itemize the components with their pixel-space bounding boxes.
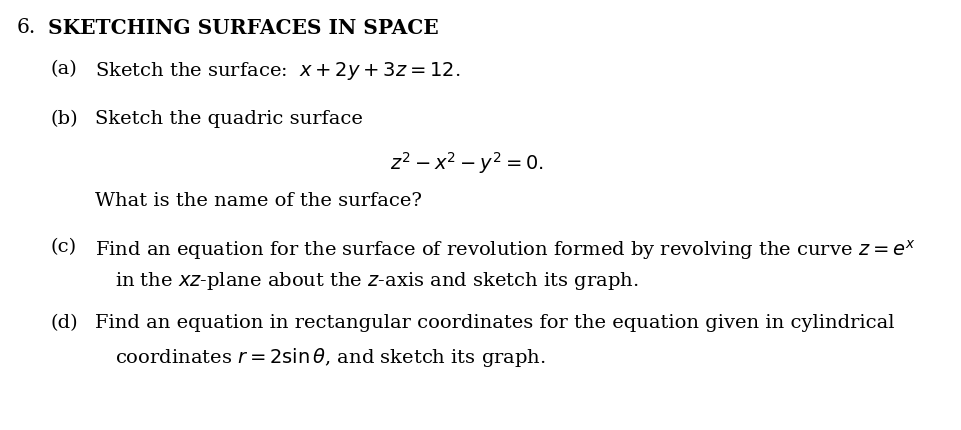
Text: $z^2 - x^2 - y^2 = 0.$: $z^2 - x^2 - y^2 = 0.$	[390, 150, 544, 176]
Text: Find an equation for the surface of revolution formed by revolving the curve $z : Find an equation for the surface of revo…	[95, 238, 915, 262]
Text: (b): (b)	[50, 110, 78, 128]
Text: in the $xz$-plane about the $z$-axis and sketch its graph.: in the $xz$-plane about the $z$-axis and…	[115, 270, 638, 292]
Text: Sketch the surface:  $x + 2y + 3z = 12$.: Sketch the surface: $x + 2y + 3z = 12$.	[95, 60, 460, 82]
Text: Find an equation in rectangular coordinates for the equation given in cylindrica: Find an equation in rectangular coordina…	[95, 314, 895, 332]
Text: (d): (d)	[50, 314, 78, 332]
Text: (a): (a)	[50, 60, 77, 78]
Text: SKETCHING SURFACES IN SPACE: SKETCHING SURFACES IN SPACE	[48, 18, 438, 38]
Text: 6.: 6.	[17, 18, 37, 37]
Text: coordinates $r = 2\sin\theta$, and sketch its graph.: coordinates $r = 2\sin\theta$, and sketc…	[115, 346, 546, 369]
Text: Sketch the quadric surface: Sketch the quadric surface	[95, 110, 363, 128]
Text: What is the name of the surface?: What is the name of the surface?	[95, 192, 422, 210]
Text: (c): (c)	[50, 238, 76, 256]
